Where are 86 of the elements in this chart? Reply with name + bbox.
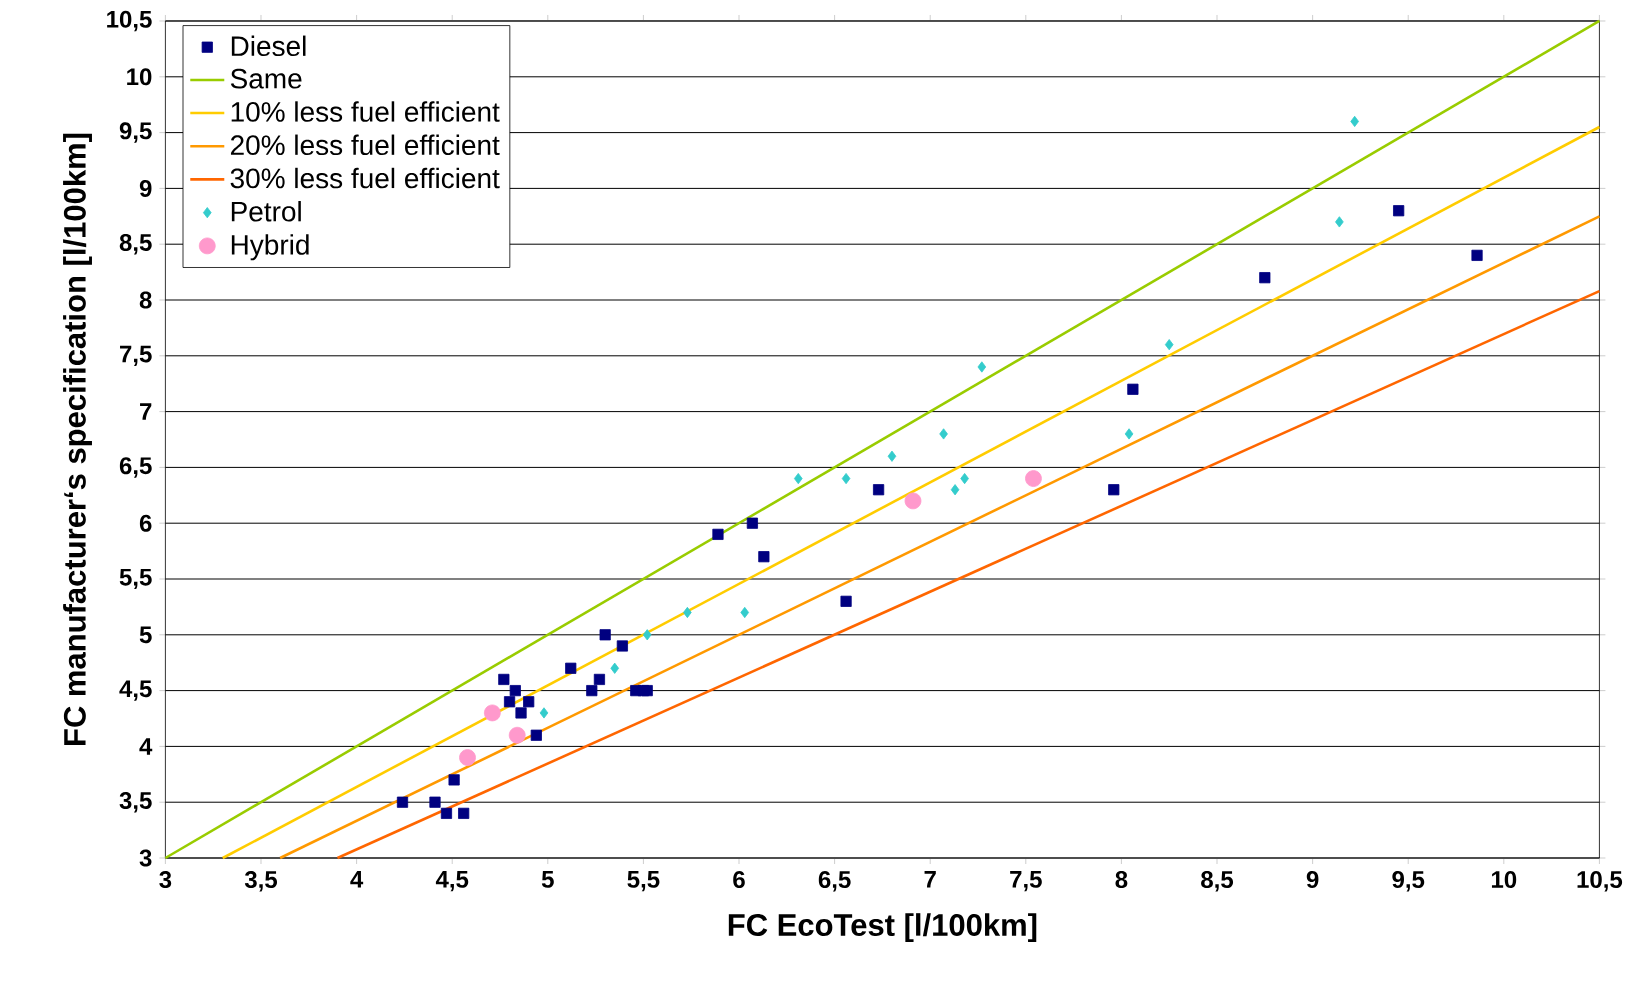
point [758,551,770,563]
y-tick-label: 4,5 [119,680,152,701]
point [515,707,527,719]
point [503,696,516,708]
x-tick-label: 6,5 [818,871,851,892]
x-tick-label: 9 [1306,871,1319,889]
legend-label: Hybrid [231,234,309,261]
point [459,749,476,766]
x-tick-label: 4,5 [435,871,469,892]
point [565,662,577,674]
point [793,472,803,485]
point [458,807,470,819]
point [841,472,851,485]
y-tick-label: 3,5 [119,791,152,813]
point [429,796,441,808]
y-tick-label: 9 [139,179,152,197]
x-tick-label: 4 [350,871,364,888]
point [448,774,460,786]
point [1124,428,1134,440]
point [1393,205,1405,217]
point [483,704,501,722]
point [440,807,453,819]
legend-label: 10% less fuel efficient [231,101,500,122]
point [642,629,652,641]
x-tick-label: 7,5 [1010,871,1042,892]
y-tick-label: 5,5 [119,568,152,590]
point [498,673,510,686]
point [1127,383,1139,395]
point [593,673,606,686]
point [746,517,758,529]
point [641,685,653,697]
y-tick-label: 8 [139,291,152,309]
point [586,685,598,697]
point [740,606,750,619]
point [1471,249,1483,261]
point [599,629,611,641]
point [1164,339,1174,351]
y-tick-label: 7 [140,403,152,420]
y-tick-label: 4 [139,738,153,755]
x-tick-label: 8,5 [1201,871,1234,892]
point [904,492,922,510]
point [873,484,885,496]
point [887,450,897,462]
x-tick-label: 8 [1115,871,1128,889]
point [610,662,620,674]
point [939,428,948,440]
y-tick-label: 9,5 [119,122,152,143]
point [1335,216,1344,228]
legend-label: Petrol [231,201,301,222]
point [1025,470,1042,487]
x-tick-label: 10,5 [1577,871,1623,892]
x-tick-label: 5,5 [627,871,660,892]
x-tick-label: 9,5 [1392,871,1425,892]
point [539,707,549,719]
y-axis-title: FC manufacturer‘s specification [l/100km] [63,133,92,745]
y-tick-label: 10 [127,68,152,86]
legend-label: 20% less fuel efficient [230,134,500,156]
point [530,729,542,741]
x-tick-label: 6 [733,871,745,889]
point [396,796,409,808]
point [977,361,987,373]
point [509,685,521,697]
legend-label: 30% less fuel efficient [230,167,500,189]
y-tick-label: 10,5 [107,10,152,32]
x-tick-label: 7 [924,871,936,888]
legend-label: Diesel [231,35,306,57]
point [1259,272,1271,284]
y-tick-label: 8,5 [119,233,152,255]
point [523,696,535,708]
x-tick-label: 3 [159,871,172,889]
point [712,528,724,540]
x-tick-label: 5 [541,871,554,888]
point [1108,484,1120,496]
point [616,640,628,652]
y-tick-label: 5 [139,626,152,644]
y-tick-label: 3 [139,849,152,867]
legend-label: Same [230,68,302,89]
point [950,484,960,496]
y-tick-label: 7,5 [120,345,152,366]
point [508,726,526,744]
x-tick-label: 3,5 [244,871,278,892]
y-tick-label: 6 [139,514,152,532]
y-tick-label: 6,5 [119,457,152,478]
point [840,595,852,607]
x-axis-title: FC EcoTest [l/100km] [728,913,1037,943]
x-tick-label: 10 [1491,871,1517,889]
